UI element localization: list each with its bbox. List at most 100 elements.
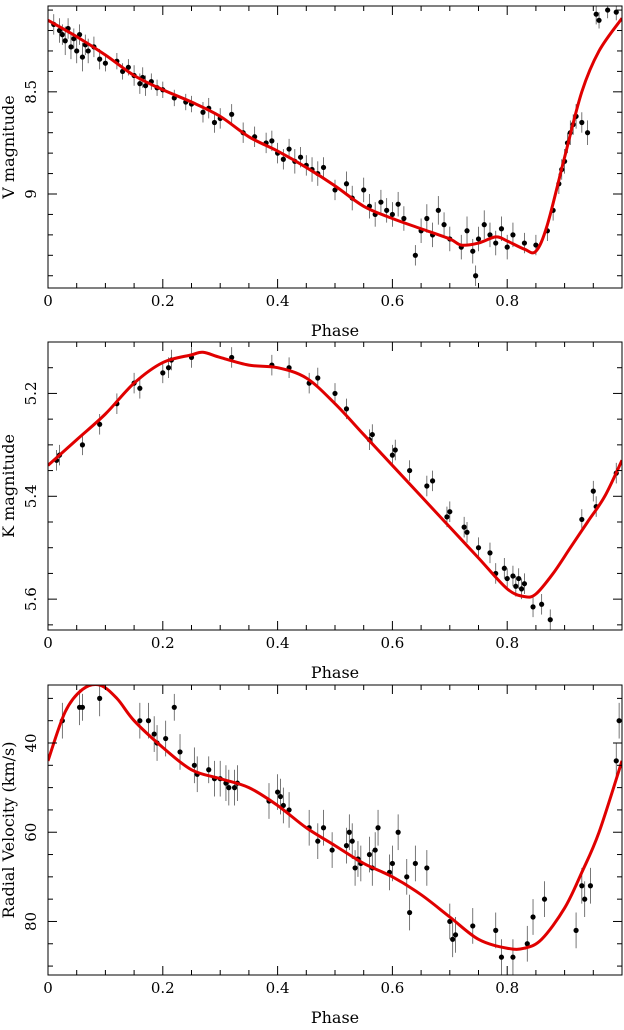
x-tick-label: 0.2	[151, 634, 175, 652]
data-point	[401, 215, 407, 222]
y-axis-title: K magnitude	[0, 434, 18, 538]
data-point	[277, 793, 284, 800]
data-point	[530, 914, 536, 920]
data-point	[366, 851, 373, 858]
data-point	[315, 375, 321, 381]
data-point	[137, 385, 143, 391]
data-point	[231, 785, 238, 791]
data-point	[541, 896, 548, 902]
data-point	[200, 109, 206, 115]
data-point	[62, 38, 68, 44]
x-tick-label: 0.4	[266, 979, 290, 997]
x-tick-label: 0.2	[151, 979, 175, 997]
data-point	[97, 695, 103, 701]
data-point	[498, 954, 505, 960]
data-point	[521, 581, 528, 587]
data-point	[171, 704, 177, 710]
data-point	[97, 56, 103, 62]
data-point	[579, 883, 585, 889]
data-point	[573, 927, 579, 933]
data-point	[102, 60, 108, 66]
data-point	[352, 865, 358, 871]
data-point	[447, 918, 453, 925]
data-point	[315, 838, 321, 844]
data-point	[450, 936, 456, 942]
data-point	[407, 467, 413, 474]
data-point	[613, 758, 619, 764]
data-point	[547, 617, 553, 623]
x-tick-label: 0.8	[495, 292, 519, 310]
fit-curve	[48, 350, 622, 599]
data-point	[163, 735, 169, 742]
x-tick-label: 0	[43, 634, 53, 652]
data-point	[596, 17, 602, 23]
y-axis-title: Radial Velocity (km/s)	[0, 742, 18, 919]
data-point	[487, 232, 493, 238]
y-tick-label: 60	[22, 823, 40, 842]
data-points	[54, 347, 619, 630]
data-point	[151, 731, 157, 737]
data-point	[389, 211, 395, 218]
data-point	[349, 838, 355, 844]
x-tick-label: 0.6	[380, 979, 404, 997]
data-point	[493, 927, 499, 933]
data-point	[473, 273, 479, 279]
data-point	[79, 442, 86, 448]
data-point	[579, 119, 585, 126]
data-points	[51, 6, 619, 286]
data-point	[343, 406, 350, 412]
x-tick-label: 0.8	[495, 634, 519, 652]
data-point	[160, 370, 166, 376]
data-point	[389, 452, 395, 458]
data-point	[297, 154, 304, 160]
data-point	[343, 181, 350, 187]
data-point	[412, 860, 418, 867]
data-point	[280, 156, 286, 162]
data-point	[587, 883, 594, 889]
data-point	[429, 478, 436, 484]
data-point	[510, 232, 516, 238]
y-axis-title: V magnitude	[0, 95, 18, 199]
fit-curve	[48, 17, 622, 255]
data-point	[56, 27, 63, 34]
data-point	[74, 48, 80, 54]
data-point	[320, 164, 327, 171]
data-point	[444, 514, 450, 520]
panel-bottom: 0 0.2 0.4 0.6 0.8 40 60 80 Phase Radial Velocity …	[0, 684, 623, 1027]
x-tick-label: 0	[43, 292, 53, 310]
data-point	[361, 187, 367, 193]
data-point	[464, 529, 470, 535]
data-point	[395, 829, 401, 835]
fit-curve	[48, 685, 622, 951]
data-point	[125, 64, 131, 70]
data-point	[475, 236, 482, 242]
data-point	[510, 573, 516, 579]
data-point	[452, 932, 459, 938]
data-point	[79, 704, 86, 710]
data-point	[286, 807, 292, 813]
data-point	[68, 44, 74, 50]
plot-frame	[47, 684, 623, 976]
data-point	[441, 222, 447, 228]
data-point	[513, 583, 519, 589]
x-tick-label: 0	[43, 979, 53, 997]
x-tick-label: 0.2	[151, 292, 175, 310]
data-point	[424, 483, 430, 489]
x-tick-label: 0.6	[380, 634, 404, 652]
x-axis-title: Phase	[311, 321, 359, 340]
data-point	[475, 545, 482, 551]
panel-middle: 0 0.2 0.4 0.6 0.8 5.2 5.4 5.6 Phase K magnitude	[0, 341, 623, 682]
data-point	[59, 32, 65, 38]
data-point	[504, 244, 510, 250]
data-point	[584, 130, 591, 136]
data-point	[498, 226, 505, 232]
x-axis-title: Phase	[311, 663, 359, 682]
data-point	[593, 11, 599, 17]
x-tick-label: 0.6	[380, 292, 404, 310]
data-point	[487, 550, 493, 556]
y-tick-label: 9	[22, 189, 40, 199]
data-point	[346, 829, 352, 835]
data-point	[177, 749, 183, 755]
data-point	[280, 802, 286, 809]
